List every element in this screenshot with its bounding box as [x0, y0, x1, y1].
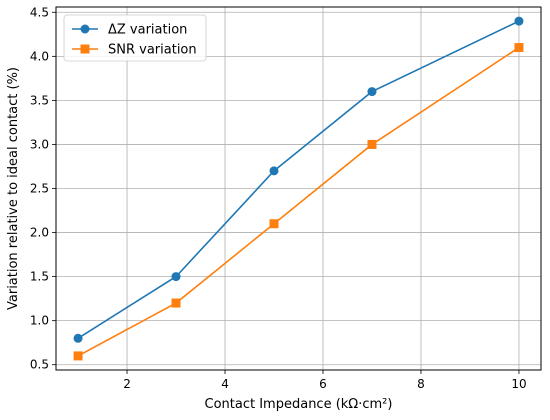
data-point	[73, 351, 83, 361]
y-tick-label: 3.0	[30, 137, 49, 151]
data-point	[269, 219, 279, 229]
data-point	[171, 272, 181, 282]
legend: ΔZ variation SNR variation	[63, 14, 207, 62]
legend-marker	[80, 24, 90, 34]
y-tick-label: 0.5	[30, 358, 49, 372]
legend-marker	[80, 44, 90, 54]
data-point	[367, 139, 377, 149]
series-group	[73, 16, 524, 361]
y-tick-label: 2.5	[30, 182, 49, 196]
x-tick-label: 6	[319, 377, 327, 391]
data-point	[73, 333, 83, 343]
series-1	[73, 16, 524, 343]
y-axis-label: Variation relative to ideal contact (%)	[6, 67, 21, 310]
series-line	[77, 46, 520, 357]
ticks: 2 4 6 8 10 0.5 1.0 1.5 2.0 2.5 3.0 3.5 4.0 4.5	[30, 5, 527, 391]
grid	[56, 7, 541, 370]
data-point	[171, 298, 181, 308]
legend-box	[63, 14, 207, 62]
legend-label: SNR variation	[108, 43, 197, 58]
x-tick-label: 8	[417, 377, 425, 391]
legend-item: ΔZ variation	[72, 23, 187, 38]
x-tick-label: 4	[221, 377, 229, 391]
y-tick-label: 4.0	[30, 49, 49, 63]
legend-item: SNR variation	[72, 43, 197, 58]
x-tick-label: 10	[511, 377, 526, 391]
data-point	[514, 16, 524, 26]
data-point	[269, 166, 279, 176]
data-point	[514, 43, 524, 53]
series-2	[73, 43, 524, 361]
series-line	[77, 20, 520, 339]
y-tick-label: 3.5	[30, 93, 49, 107]
y-tick-label: 2.0	[30, 226, 49, 240]
x-axis-label: Contact Impedance (kΩ·cm²)	[205, 397, 393, 412]
x-tick-label: 2	[123, 377, 131, 391]
y-tick-label: 1.0	[30, 314, 49, 328]
y-tick-label: 1.5	[30, 270, 49, 284]
legend-label: ΔZ variation	[108, 23, 187, 38]
data-point	[367, 87, 377, 97]
y-tick-label: 4.5	[30, 5, 49, 19]
